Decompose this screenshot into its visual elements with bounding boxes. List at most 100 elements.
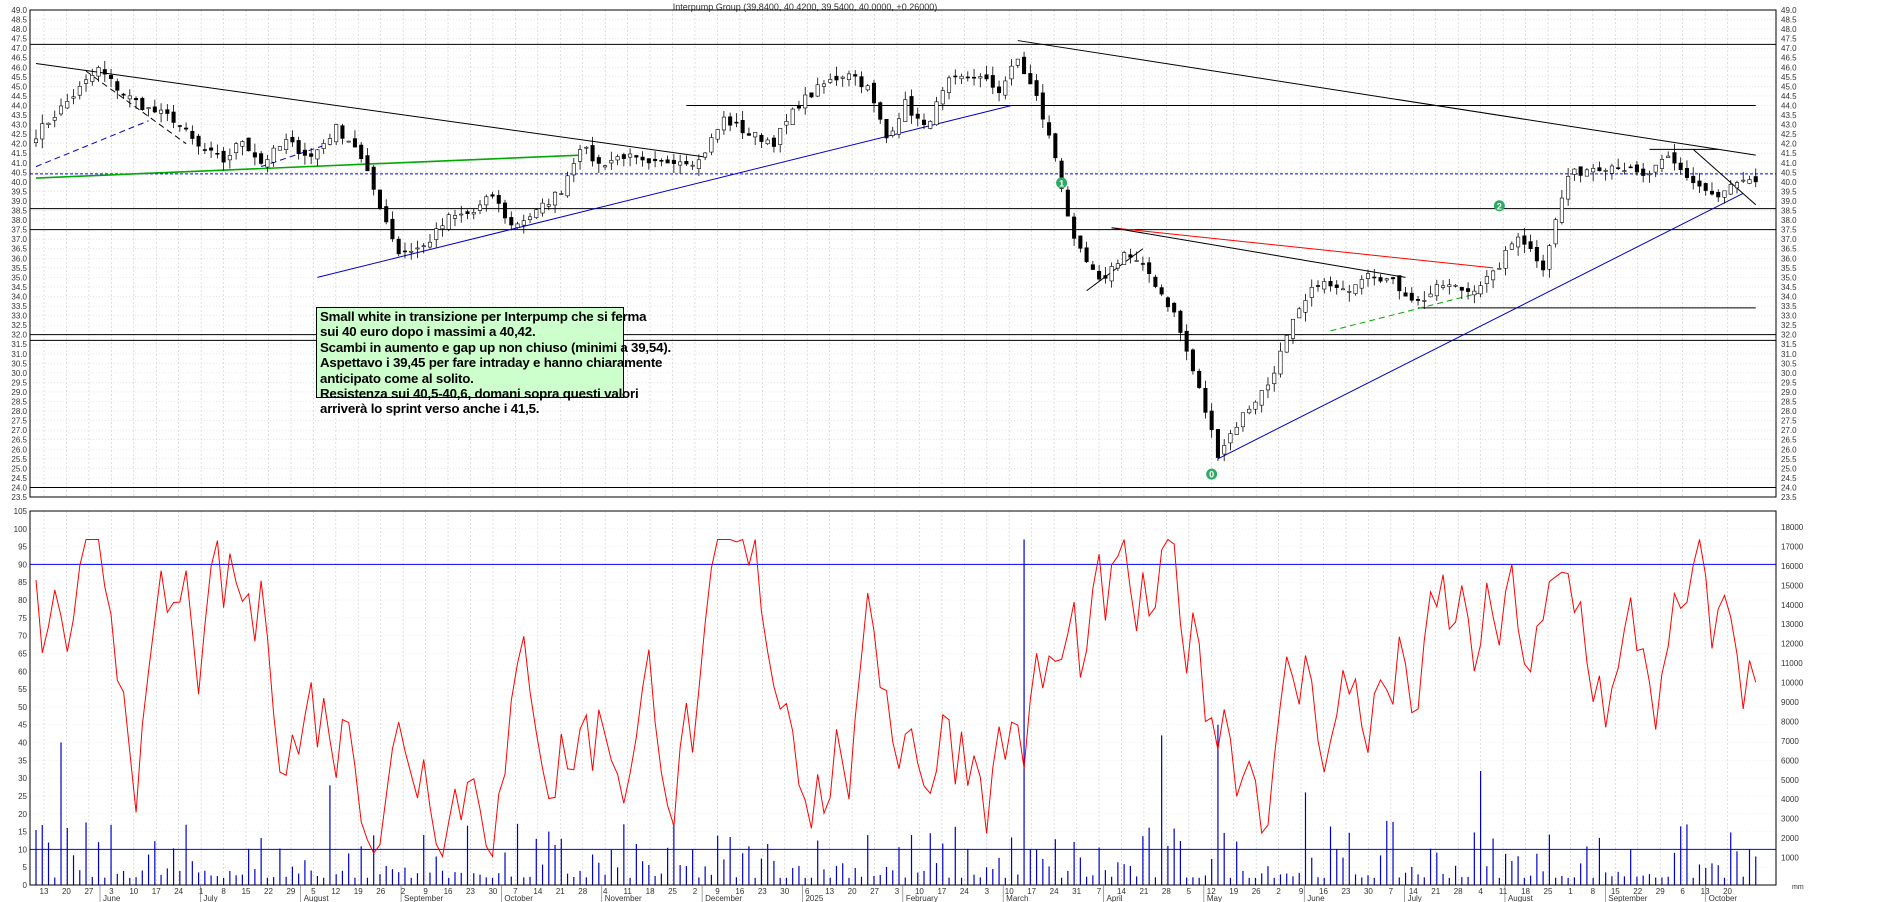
x-month-label: 2025 [805,894,823,902]
candle-body [1503,250,1508,269]
candle-body [1040,92,1045,120]
y-tick-right: 36.0 [1781,254,1797,263]
x-day-label: 29 [286,887,295,896]
candle-body [146,107,151,110]
x-day-label: 14 [1117,887,1126,896]
candle-body [728,116,733,126]
y-tick-right: 32.0 [1781,331,1797,340]
candle-body [1616,167,1621,169]
x-day-label: 8 [1591,887,1596,896]
candle-body [1547,245,1552,270]
candle-body [1409,292,1414,301]
x-day-label: 4 [1478,887,1483,896]
candle-body [227,155,232,161]
osc-tick-left: 50 [18,703,27,712]
candle-body [1090,264,1095,270]
y-tick-right: 33.5 [1781,302,1797,311]
candle-body [865,85,870,91]
candle-body [1684,168,1689,178]
candle-body [659,159,664,162]
candle-body [302,149,307,156]
x-day-label: 31 [1072,887,1081,896]
candle-body [252,152,257,158]
candle-body [321,143,326,149]
candle-body [859,76,864,88]
candle-body [1303,300,1308,313]
candle-body [446,214,451,230]
marker-label: 1 [1059,178,1064,188]
x-day-label: 9 [1299,887,1304,896]
y-tick-left: 28.0 [11,407,27,416]
candle-body [58,105,64,115]
y-tick-left: 30.0 [11,369,27,378]
y-tick-right: 40.0 [1781,178,1797,187]
candle-body [703,152,708,158]
candle-body [1578,166,1583,176]
x-day-label: 18 [646,887,655,896]
candle-body [1109,266,1114,282]
candle-body [1272,372,1277,385]
candle-body [628,153,633,158]
x-day-label: 10 [129,887,138,896]
candle-body [646,158,651,164]
x-day-label: 7 [513,887,518,896]
x-day-label: 1 [1568,887,1573,896]
osc-tick-left: 100 [14,525,28,534]
candle-body [553,191,558,206]
y-tick-left: 41.5 [11,149,27,158]
candle-body [165,109,170,114]
y-tick-left: 29.0 [11,388,27,397]
x-day-label: 2 [693,887,698,896]
annotation-line: Resistenza sui 40,5-40,6, domani sopra q… [320,386,639,402]
x-day-label: 15 [1611,887,1620,896]
candle-body [947,77,952,93]
candle-body [1147,262,1152,275]
x-day-label: 10 [915,887,924,896]
x-day-label: 20 [848,887,857,896]
trendline [1086,248,1144,292]
y-tick-right: 35.5 [1781,264,1797,273]
x-month-label: May [1207,894,1222,902]
x-day-label: 8 [221,887,226,896]
y-tick-right: 39.5 [1781,187,1797,196]
candle-body [796,105,801,109]
volume-tick-right: 17000 [1781,542,1804,551]
y-tick-right: 38.5 [1781,207,1797,216]
y-tick-right: 44.5 [1781,92,1797,101]
candle-body [1497,267,1502,270]
y-tick-left: 29.5 [11,378,27,387]
candle-body [340,125,345,139]
candle-body [221,150,226,163]
candle-body [1603,170,1608,172]
candle-body [790,108,795,125]
candle-body [1422,300,1427,302]
y-tick-left: 36.0 [11,254,27,263]
candle-body [921,119,927,125]
osc-tick-left: 55 [18,685,27,694]
osc-tick-left: 30 [18,774,27,783]
y-tick-left: 24.0 [11,483,27,492]
candle-body [1472,290,1477,296]
candle-body [396,238,401,255]
volume-tick-right: 18000 [1781,523,1804,532]
y-tick-right: 40.5 [1781,168,1797,177]
volume-tick-right: 13000 [1781,620,1804,629]
candle-body [1541,260,1546,271]
candle-body [1384,278,1389,281]
y-tick-left: 33.5 [11,302,27,311]
candle-body [202,149,207,151]
y-tick-right: 33.0 [1781,312,1797,321]
y-tick-right: 29.5 [1781,378,1797,387]
volume-tick-right: 5000 [1781,776,1799,785]
candle-body [1190,349,1195,372]
y-tick-left: 45.5 [11,73,27,82]
candle-body [1222,445,1227,455]
candle-body [1178,310,1183,333]
candle-body [1322,281,1327,290]
candle-body [896,118,902,135]
candle-body [1372,276,1377,279]
candle-body [1328,281,1333,287]
candle-body [102,69,107,75]
candle-body [1641,168,1646,176]
